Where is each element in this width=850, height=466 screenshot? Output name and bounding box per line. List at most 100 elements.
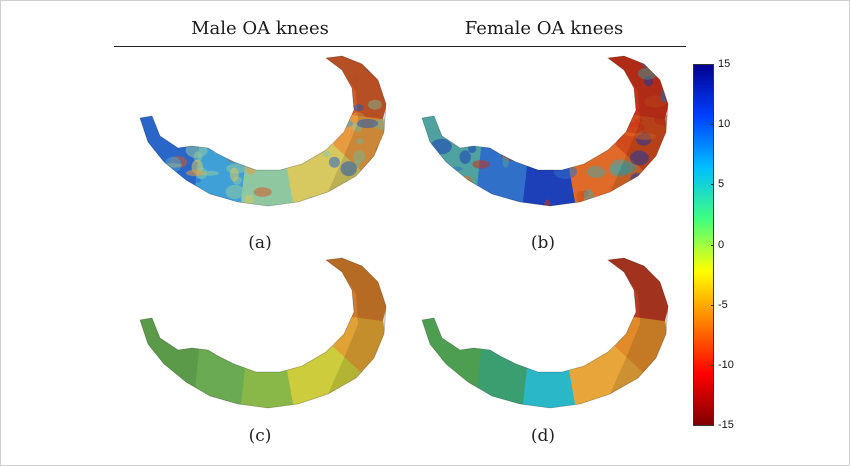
panel-d-mesh	[421, 257, 669, 409]
mesh-patch	[535, 56, 552, 67]
mesh-patch	[324, 113, 343, 127]
mesh-patch	[221, 83, 234, 98]
mesh-patch	[300, 90, 310, 106]
mesh-shading	[326, 56, 386, 192]
mesh-patch	[191, 135, 204, 141]
mesh-patch	[442, 56, 463, 61]
mesh-patch	[541, 143, 550, 159]
caption-a: (a)	[248, 233, 272, 253]
colorbar-tick-mark	[711, 304, 714, 306]
colorbar-tick-mark	[711, 425, 714, 426]
panel-c-mesh	[139, 257, 387, 409]
colorbar-tick-mark	[711, 244, 714, 246]
mesh-patch	[155, 62, 166, 71]
mesh-patch	[154, 95, 169, 108]
mesh-patch	[202, 56, 217, 63]
mesh-patch	[468, 145, 477, 153]
mesh-patch	[291, 93, 304, 99]
mesh-patch	[588, 109, 611, 122]
colorbar-tick-label: 10	[718, 118, 731, 131]
mesh-region	[240, 366, 296, 408]
mesh-patch	[620, 182, 642, 196]
mesh-patch	[500, 109, 519, 124]
colorbar-tick-label: 0	[718, 238, 725, 251]
mesh-outline	[421, 257, 669, 409]
mesh-patch	[579, 56, 587, 61]
mesh-patch	[340, 161, 357, 177]
mesh-patch	[629, 150, 649, 166]
mesh-patch	[147, 161, 162, 173]
mesh-patch	[583, 134, 594, 141]
mesh-patch	[171, 56, 190, 59]
mesh-patch	[485, 141, 492, 148]
mesh-patch	[208, 87, 224, 98]
mesh-patch	[496, 68, 515, 75]
mesh-patch	[244, 194, 254, 204]
mesh-patch	[366, 172, 386, 180]
mesh-patch	[229, 167, 239, 182]
mesh-patch	[546, 82, 555, 97]
mesh-patch	[222, 96, 232, 112]
mesh-patch	[561, 57, 579, 63]
mesh-patch	[372, 118, 386, 130]
mesh-patch	[315, 129, 331, 141]
mesh-patch	[185, 142, 208, 158]
mesh-patch	[426, 167, 441, 175]
mesh-patch	[352, 74, 359, 89]
colorbar-tick-label: -15	[718, 419, 734, 431]
mesh-patch	[317, 69, 329, 83]
panel-b-mesh	[421, 55, 669, 207]
mesh-patch	[192, 178, 201, 183]
mesh-patch	[490, 71, 499, 78]
mesh-patch	[590, 91, 614, 104]
mesh-patch	[155, 57, 169, 70]
mesh-region	[476, 349, 530, 405]
mesh-patch	[194, 112, 210, 121]
mesh-patch	[544, 199, 551, 206]
mesh-patch	[236, 62, 261, 73]
colorbar-tick-label: -10	[718, 358, 734, 371]
mesh-patch	[140, 105, 150, 115]
mesh-patch	[368, 99, 382, 110]
colorbar-tick-mark	[711, 64, 714, 65]
caption-b: (b)	[530, 233, 556, 253]
mesh-patch	[451, 70, 472, 82]
mesh-patch	[305, 196, 323, 205]
mesh-patch	[308, 56, 320, 61]
mesh-patch	[658, 56, 667, 63]
mesh-patch	[356, 118, 379, 129]
mesh-patch	[172, 101, 181, 110]
colorbar-tick-label: -5	[718, 298, 728, 311]
mesh-shading	[608, 56, 668, 192]
header-rule	[114, 46, 686, 47]
mesh-patch	[256, 136, 265, 144]
mesh-patch	[654, 114, 668, 126]
colorbar-tick-label: 15	[718, 58, 731, 70]
mesh-patch	[664, 56, 668, 62]
mesh-patch	[481, 197, 496, 204]
mesh-patch	[508, 74, 522, 82]
mesh-patch	[480, 146, 490, 152]
mesh-patch	[582, 68, 602, 79]
mesh-patch	[276, 105, 294, 111]
mesh-patch	[422, 57, 442, 64]
mesh-patch	[502, 80, 515, 91]
mesh-patch	[479, 125, 487, 132]
mesh-patch	[212, 142, 220, 155]
mesh-patch	[573, 78, 594, 92]
mesh-patch	[265, 61, 281, 67]
mesh-patch	[352, 150, 366, 164]
mesh-patch	[458, 74, 468, 82]
mesh-patch	[159, 171, 182, 179]
mesh-patch	[253, 187, 272, 197]
mesh-patch	[256, 58, 267, 69]
mesh-patch	[435, 168, 458, 178]
mesh-patch	[225, 184, 245, 200]
mesh-patch	[453, 66, 470, 75]
mesh-patch	[489, 75, 499, 84]
mesh-patch	[160, 112, 171, 121]
mesh-patch	[253, 62, 276, 74]
mesh-patch	[328, 156, 340, 168]
mesh-patch	[227, 155, 247, 163]
mesh-patch	[588, 92, 613, 102]
